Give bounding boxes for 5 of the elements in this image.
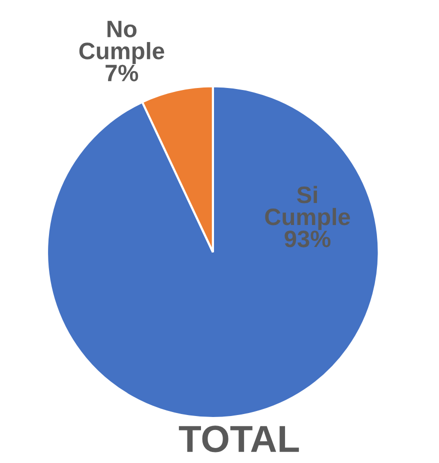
slice-label: Si Cumple xyxy=(265,186,350,230)
slice-label: No Cumple xyxy=(79,20,164,64)
data-label: 7% xyxy=(106,64,138,82)
text: TOTAL xyxy=(178,426,299,452)
data-label: 93% xyxy=(284,230,330,248)
